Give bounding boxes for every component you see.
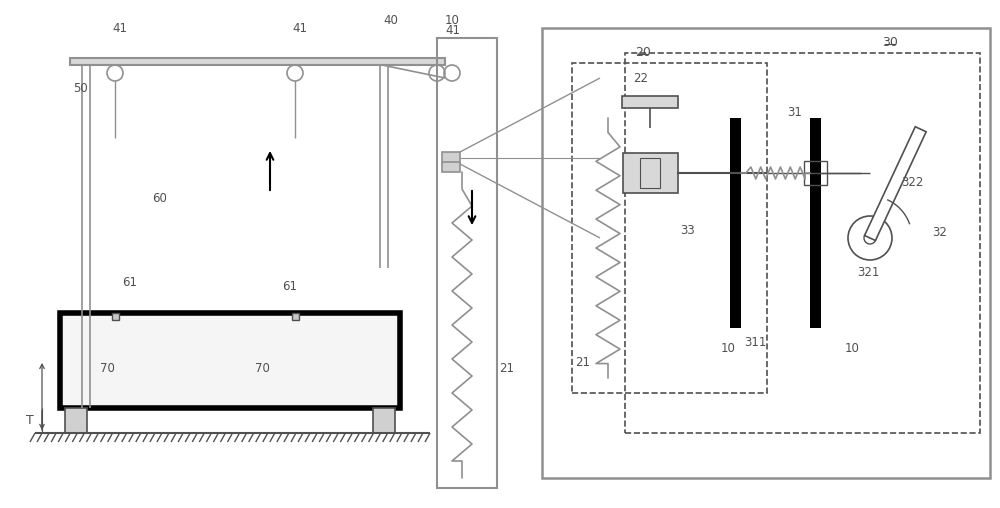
Text: 21: 21 xyxy=(576,357,590,369)
Bar xyxy=(542,28,990,478)
Bar xyxy=(810,118,821,328)
Text: 321: 321 xyxy=(857,267,879,279)
Text: T: T xyxy=(26,414,34,427)
Text: 61: 61 xyxy=(122,276,138,290)
Text: 50: 50 xyxy=(73,81,88,94)
Text: 32: 32 xyxy=(933,227,947,239)
Text: 31: 31 xyxy=(788,107,802,119)
Bar xyxy=(65,408,87,433)
Text: 70: 70 xyxy=(100,362,115,374)
Text: 41: 41 xyxy=(446,23,460,37)
Text: 40: 40 xyxy=(384,15,398,27)
Text: 311: 311 xyxy=(744,336,766,350)
Text: 30: 30 xyxy=(882,37,898,49)
Text: 10: 10 xyxy=(845,341,859,355)
Text: 10: 10 xyxy=(721,341,735,355)
Text: 61: 61 xyxy=(283,279,298,293)
Text: 33: 33 xyxy=(681,224,695,237)
Text: 20: 20 xyxy=(635,47,651,59)
Bar xyxy=(70,58,445,65)
Text: 21: 21 xyxy=(500,362,514,374)
Text: 22: 22 xyxy=(634,72,648,84)
Text: 322: 322 xyxy=(901,176,923,189)
Text: 70: 70 xyxy=(255,362,270,374)
Text: 10: 10 xyxy=(445,15,459,27)
Text: 41: 41 xyxy=(292,21,308,35)
Bar xyxy=(442,152,460,164)
Bar xyxy=(442,162,460,172)
Text: 41: 41 xyxy=(112,21,128,35)
Bar xyxy=(292,313,299,320)
Bar xyxy=(730,118,741,328)
Bar xyxy=(373,408,395,433)
Bar xyxy=(625,53,980,433)
Bar xyxy=(437,38,497,488)
Bar xyxy=(804,161,827,185)
Polygon shape xyxy=(865,126,926,240)
Bar xyxy=(112,313,119,320)
Bar xyxy=(640,158,660,188)
Bar xyxy=(572,63,767,393)
Bar xyxy=(623,153,678,193)
Bar xyxy=(60,313,400,408)
Text: 60: 60 xyxy=(153,192,167,205)
Bar xyxy=(622,96,678,108)
